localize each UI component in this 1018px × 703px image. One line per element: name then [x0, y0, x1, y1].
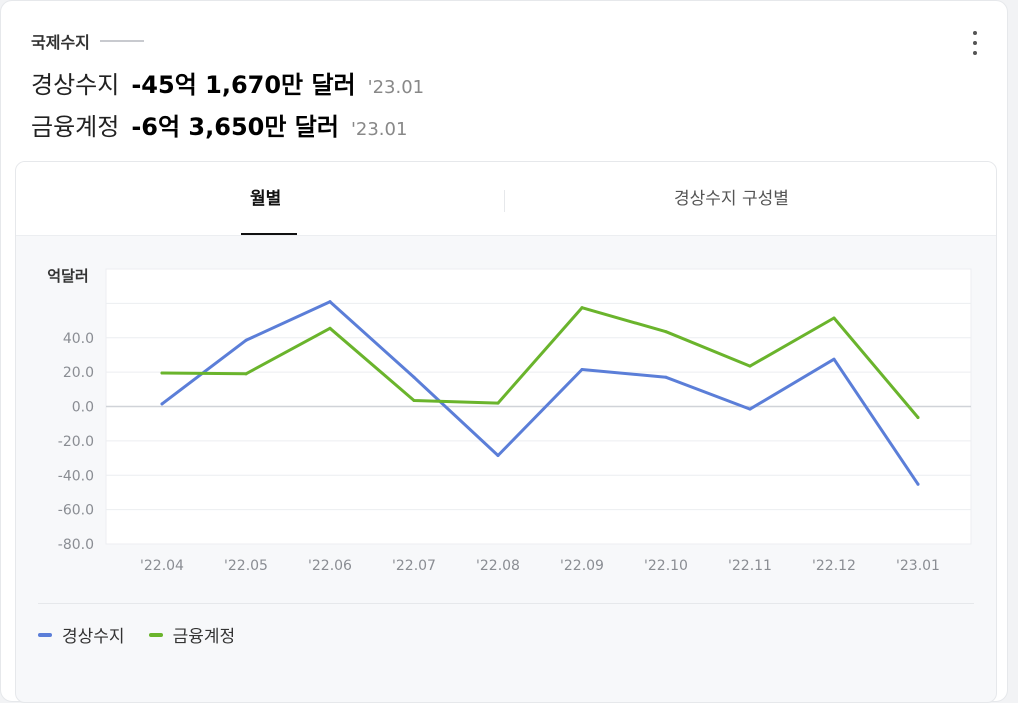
- x-tick-label: '22.10: [644, 558, 688, 574]
- legend-item-financial-account[interactable]: 금융계정: [148, 622, 236, 647]
- x-tick-label: '22.07: [392, 558, 436, 574]
- x-tick-label: '22.04: [140, 558, 184, 574]
- chart-legend: 경상수지 금융계정: [38, 622, 259, 647]
- data-point: [832, 357, 836, 361]
- x-tick-label: '22.09: [560, 558, 604, 574]
- chart-panel: 월별 경상수지 구성별 억달러 40.0 20.0 0.0 -20.0 -40.0 -60.…: [15, 161, 997, 703]
- stat-date: '23.01: [350, 119, 408, 140]
- legend-item-current-account[interactable]: 경상수지: [38, 622, 125, 647]
- x-tick-label: '22.08: [476, 558, 520, 574]
- tab-current-account-composition[interactable]: 경상수지 구성별: [674, 189, 789, 209]
- x-tick-label: '22.05: [224, 558, 268, 574]
- active-tab-indicator: [241, 233, 297, 235]
- legend-swatch: [38, 632, 52, 637]
- y-tick-label: 20.0: [63, 365, 94, 381]
- data-point: [496, 453, 500, 457]
- legend-swatch: [148, 632, 163, 637]
- y-axis-title: 억달러: [47, 267, 88, 285]
- series-line-0: [160, 300, 920, 486]
- y-tick-label: -20.0: [58, 434, 94, 450]
- data-point: [412, 375, 416, 379]
- stat-label: 금융계정: [31, 113, 120, 141]
- data-point: [748, 364, 752, 368]
- y-tick-label: 40.0: [63, 331, 94, 347]
- data-point: [244, 338, 248, 342]
- stat-label: 경상수지: [31, 71, 120, 99]
- category-label: 국제수지: [31, 29, 144, 53]
- data-point: [412, 398, 416, 402]
- legend-label: 경상수지: [62, 627, 125, 647]
- stat-financial-account: 금융계정 -6억 3,650만 달러 '23.01: [31, 107, 407, 142]
- x-tick-label: '22.11: [728, 558, 772, 574]
- stat-value: -45억 1,670만 달러: [131, 71, 356, 99]
- line-chart: 억달러 40.0 20.0 0.0 -20.0 -40.0 -60.0 -80.0 '22.04…: [47, 267, 972, 574]
- y-tick-label: -40.0: [58, 468, 94, 484]
- data-point: [160, 402, 164, 406]
- tab-divider: [504, 190, 505, 212]
- x-tick-label: '23.01: [896, 558, 940, 574]
- data-point: [916, 416, 920, 419]
- data-point: [580, 306, 584, 310]
- y-tick-label: -80.0: [58, 537, 94, 553]
- data-point: [160, 371, 164, 375]
- data-point: [832, 316, 836, 320]
- data-point: [580, 368, 584, 372]
- tab-monthly[interactable]: 월별: [250, 189, 282, 209]
- data-point: [328, 300, 332, 304]
- stat-current-account: 경상수지 -45억 1,670만 달러 '23.01: [31, 65, 424, 100]
- data-point: [916, 482, 920, 486]
- tab-bar: 월별 경상수지 구성별: [16, 162, 996, 236]
- y-tick-label: 0.0: [72, 400, 94, 416]
- y-tick-label: -60.0: [58, 503, 94, 519]
- data-point: [748, 407, 752, 411]
- more-options-icon[interactable]: [967, 31, 983, 55]
- legend-divider: [38, 603, 974, 604]
- data-point: [664, 375, 668, 379]
- data-point: [244, 372, 248, 376]
- x-tick-label: '22.06: [308, 558, 352, 574]
- stat-value: -6억 3,650만 달러: [131, 113, 339, 141]
- data-point: [328, 326, 332, 330]
- category-underline: [99, 40, 144, 42]
- legend-label: 금융계정: [172, 627, 236, 647]
- series-line-1: [160, 306, 920, 419]
- data-point: [664, 330, 668, 334]
- stat-date: '23.01: [367, 77, 425, 98]
- x-tick-label: '22.12: [812, 558, 856, 574]
- category-text: 국제수지: [31, 33, 90, 52]
- data-point: [496, 401, 500, 405]
